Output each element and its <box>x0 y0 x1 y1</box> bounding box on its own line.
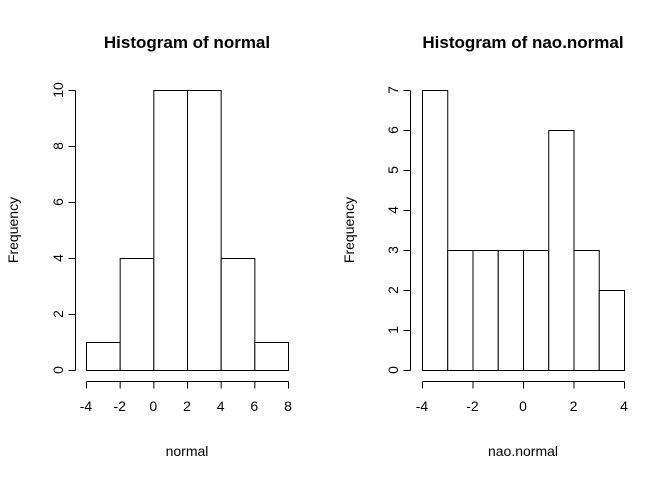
histogram-bar <box>187 90 222 371</box>
x-axis: -4 -2 0 2 4 6 8 <box>80 381 292 414</box>
x-tick-label: 4 <box>620 398 628 414</box>
y-tick-label: 4 <box>385 206 401 214</box>
histogram-bar <box>472 250 499 371</box>
y-axis-label: Frequency <box>341 197 357 263</box>
x-tick-label: 6 <box>250 398 258 414</box>
histogram-bar <box>153 90 188 371</box>
chart-title: Histogram of nao.normal <box>422 33 623 52</box>
histogram-bar <box>86 342 121 371</box>
bars <box>86 90 289 371</box>
y-tick-label: 5 <box>385 166 401 174</box>
x-axis-label: nao.normal <box>488 443 558 459</box>
y-tick-label: 4 <box>50 254 66 262</box>
y-tick-label: 3 <box>385 246 401 254</box>
y-tick-label: 2 <box>385 286 401 294</box>
x-tick-label: 8 <box>284 398 292 414</box>
x-tick-label: 4 <box>217 398 225 414</box>
histogram-bar <box>422 90 449 371</box>
chart-title: Histogram of normal <box>104 33 270 52</box>
x-tick-label: -4 <box>80 398 93 414</box>
y-tick-label: 0 <box>50 366 66 374</box>
histogram-bar <box>220 258 256 371</box>
x-tick-label: 0 <box>149 398 157 414</box>
x-tick-label: 2 <box>183 398 191 414</box>
histogram-bar <box>254 342 289 371</box>
y-tick-label: 0 <box>385 366 401 374</box>
x-axis: -4 -2 0 2 4 <box>416 381 628 414</box>
histogram-bar <box>447 250 474 371</box>
histogram-bar <box>548 130 575 371</box>
y-axis-label: Frequency <box>5 197 21 263</box>
histogram-bar <box>573 250 600 371</box>
x-tick-label: -4 <box>416 398 429 414</box>
histogram-bar <box>598 290 625 371</box>
histogram-bar <box>523 250 550 371</box>
y-axis: 0 1 2 3 4 5 6 7 <box>385 86 411 374</box>
x-tick-label: -2 <box>113 398 126 414</box>
y-tick-label: 1 <box>385 326 401 334</box>
x-axis-label: normal <box>166 443 209 459</box>
y-tick-label: 10 <box>50 82 66 98</box>
x-tick-label: 0 <box>519 398 527 414</box>
y-tick-label: 6 <box>50 198 66 206</box>
histogram-bar <box>497 250 524 371</box>
panel-normal: Histogram of normal normal Frequency -4-… <box>5 33 292 459</box>
x-tick-label: -2 <box>466 398 479 414</box>
bars <box>422 90 625 371</box>
y-tick-label: 8 <box>50 142 66 150</box>
x-tick-label: 2 <box>570 398 578 414</box>
y-axis: 0 2 4 6 8 10 <box>50 82 76 374</box>
histogram-bar <box>119 258 155 371</box>
panel-nao-normal: Histogram of nao.normal nao.normal Frequ… <box>341 33 628 459</box>
y-tick-label: 2 <box>50 310 66 318</box>
y-tick-label: 7 <box>385 86 401 94</box>
y-tick-label: 6 <box>385 126 401 134</box>
